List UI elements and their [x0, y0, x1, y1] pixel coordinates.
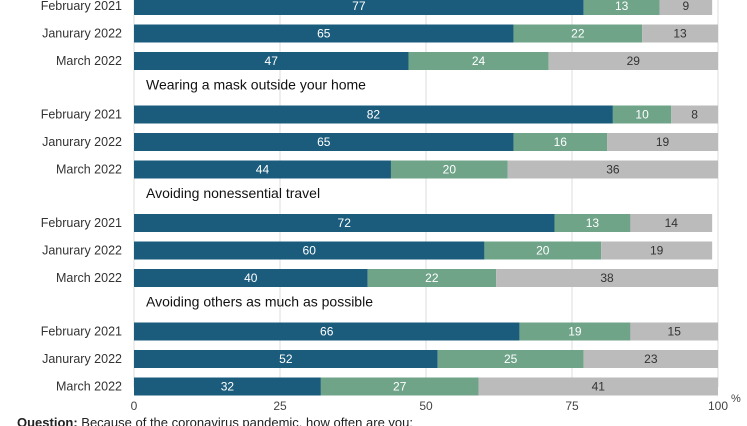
bar-segment — [583, 0, 660, 15]
row-label: March 2022 — [56, 271, 122, 285]
bar-segment — [408, 52, 549, 70]
bar-segment — [642, 24, 718, 43]
bar-segment — [554, 214, 631, 232]
row-label: March 2022 — [56, 380, 122, 394]
data-label: 8 — [691, 108, 698, 122]
bars — [134, 0, 718, 396]
row-label: Janurary 2022 — [42, 27, 122, 41]
group-title: Avoiding nonessential travel — [146, 185, 320, 201]
data-label: 22 — [425, 271, 439, 285]
data-label: 10 — [635, 108, 649, 122]
bar-segment — [496, 269, 718, 287]
data-label: 29 — [627, 54, 641, 68]
data-label: 13 — [673, 27, 687, 41]
data-label: 27 — [393, 380, 407, 394]
data-label: 52 — [279, 352, 293, 366]
data-label: 9 — [683, 0, 690, 13]
unit-label: % — [731, 393, 741, 405]
bar-segment — [134, 52, 409, 70]
data-label: 19 — [656, 135, 670, 149]
group-title: Avoiding others as much as possible — [146, 294, 373, 310]
bar-segment — [134, 105, 613, 124]
data-label: 23 — [644, 352, 658, 366]
footnote-question-label: Question: — [17, 415, 78, 426]
bar-segment — [671, 105, 718, 124]
bar-segment — [513, 133, 608, 151]
data-label: 47 — [265, 54, 279, 68]
x-tick-label: 100 — [708, 399, 728, 413]
bar-segment — [134, 133, 514, 151]
data-label: 82 — [367, 108, 381, 122]
bar-segment — [601, 241, 713, 260]
bar-segment — [390, 160, 508, 179]
bar-segment — [134, 350, 438, 368]
row-label: February 2021 — [41, 108, 122, 122]
row-label: February 2021 — [41, 0, 122, 13]
bar-segment — [134, 377, 321, 396]
bar-segment — [630, 322, 718, 341]
bar-segment — [519, 322, 631, 341]
group-title: Wearing a mask outside your home — [146, 77, 366, 93]
data-label: 38 — [600, 271, 614, 285]
data-label: 77 — [352, 0, 366, 13]
bar-segment — [134, 214, 555, 232]
bar-segment — [134, 160, 391, 179]
row-label: Janurary 2022 — [42, 244, 122, 258]
data-label: 13 — [586, 216, 600, 230]
data-label: 65 — [317, 135, 331, 149]
data-label: 19 — [568, 325, 582, 339]
data-label: 16 — [554, 135, 568, 149]
x-tick-label: 25 — [273, 399, 287, 413]
bar-segment — [134, 24, 514, 43]
data-label: 60 — [303, 244, 317, 258]
bar-segment — [548, 52, 718, 70]
bar-segment — [437, 350, 584, 368]
data-label: 32 — [221, 380, 235, 394]
data-label: 20 — [443, 163, 457, 177]
data-label: 22 — [571, 27, 585, 41]
data-label: 13 — [615, 0, 629, 13]
data-label: 25 — [504, 352, 518, 366]
row-label: March 2022 — [56, 54, 122, 68]
data-label: 41 — [592, 380, 606, 394]
bar-segment — [583, 350, 718, 368]
data-label: 15 — [668, 325, 682, 339]
x-tick-label: 50 — [419, 399, 433, 413]
bar-segment — [478, 377, 718, 396]
bar-segment — [513, 24, 643, 43]
labels: 0 25 50 75 100 % February 2021 77 13 9 Janurary 20… — [41, 0, 741, 413]
bar-segment — [134, 0, 584, 15]
bar-segment — [607, 133, 718, 151]
data-label: 14 — [665, 216, 679, 230]
data-label: 20 — [536, 244, 550, 258]
bar-segment — [134, 322, 520, 341]
data-label: 72 — [338, 216, 352, 230]
data-label: 65 — [317, 27, 331, 41]
bar-segment — [484, 241, 602, 260]
bar-segment — [367, 269, 497, 287]
row-label: February 2021 — [41, 216, 122, 230]
footnote: Question: Because of the coronavirus pan… — [17, 415, 413, 426]
data-label: 66 — [320, 325, 334, 339]
bar-segment — [507, 160, 718, 179]
x-tick-label: 75 — [565, 399, 579, 413]
bar-segment — [320, 377, 479, 396]
bar-segment — [630, 214, 713, 232]
data-label: 44 — [256, 163, 270, 177]
data-label: 40 — [244, 271, 258, 285]
row-label: March 2022 — [56, 163, 122, 177]
bar-segment — [612, 105, 672, 124]
row-label: Janurary 2022 — [42, 135, 122, 149]
bar-segment — [134, 241, 485, 260]
footnote-text: Because of the coronavirus pandemic, how… — [78, 415, 413, 426]
data-label: 19 — [650, 244, 664, 258]
bar-segment — [134, 269, 368, 287]
row-label: February 2021 — [41, 325, 122, 339]
bar-segment — [659, 0, 713, 15]
data-label: 24 — [472, 54, 486, 68]
data-label: 36 — [606, 163, 620, 177]
x-tick-label: 0 — [131, 399, 138, 413]
row-label: Janurary 2022 — [42, 352, 122, 366]
